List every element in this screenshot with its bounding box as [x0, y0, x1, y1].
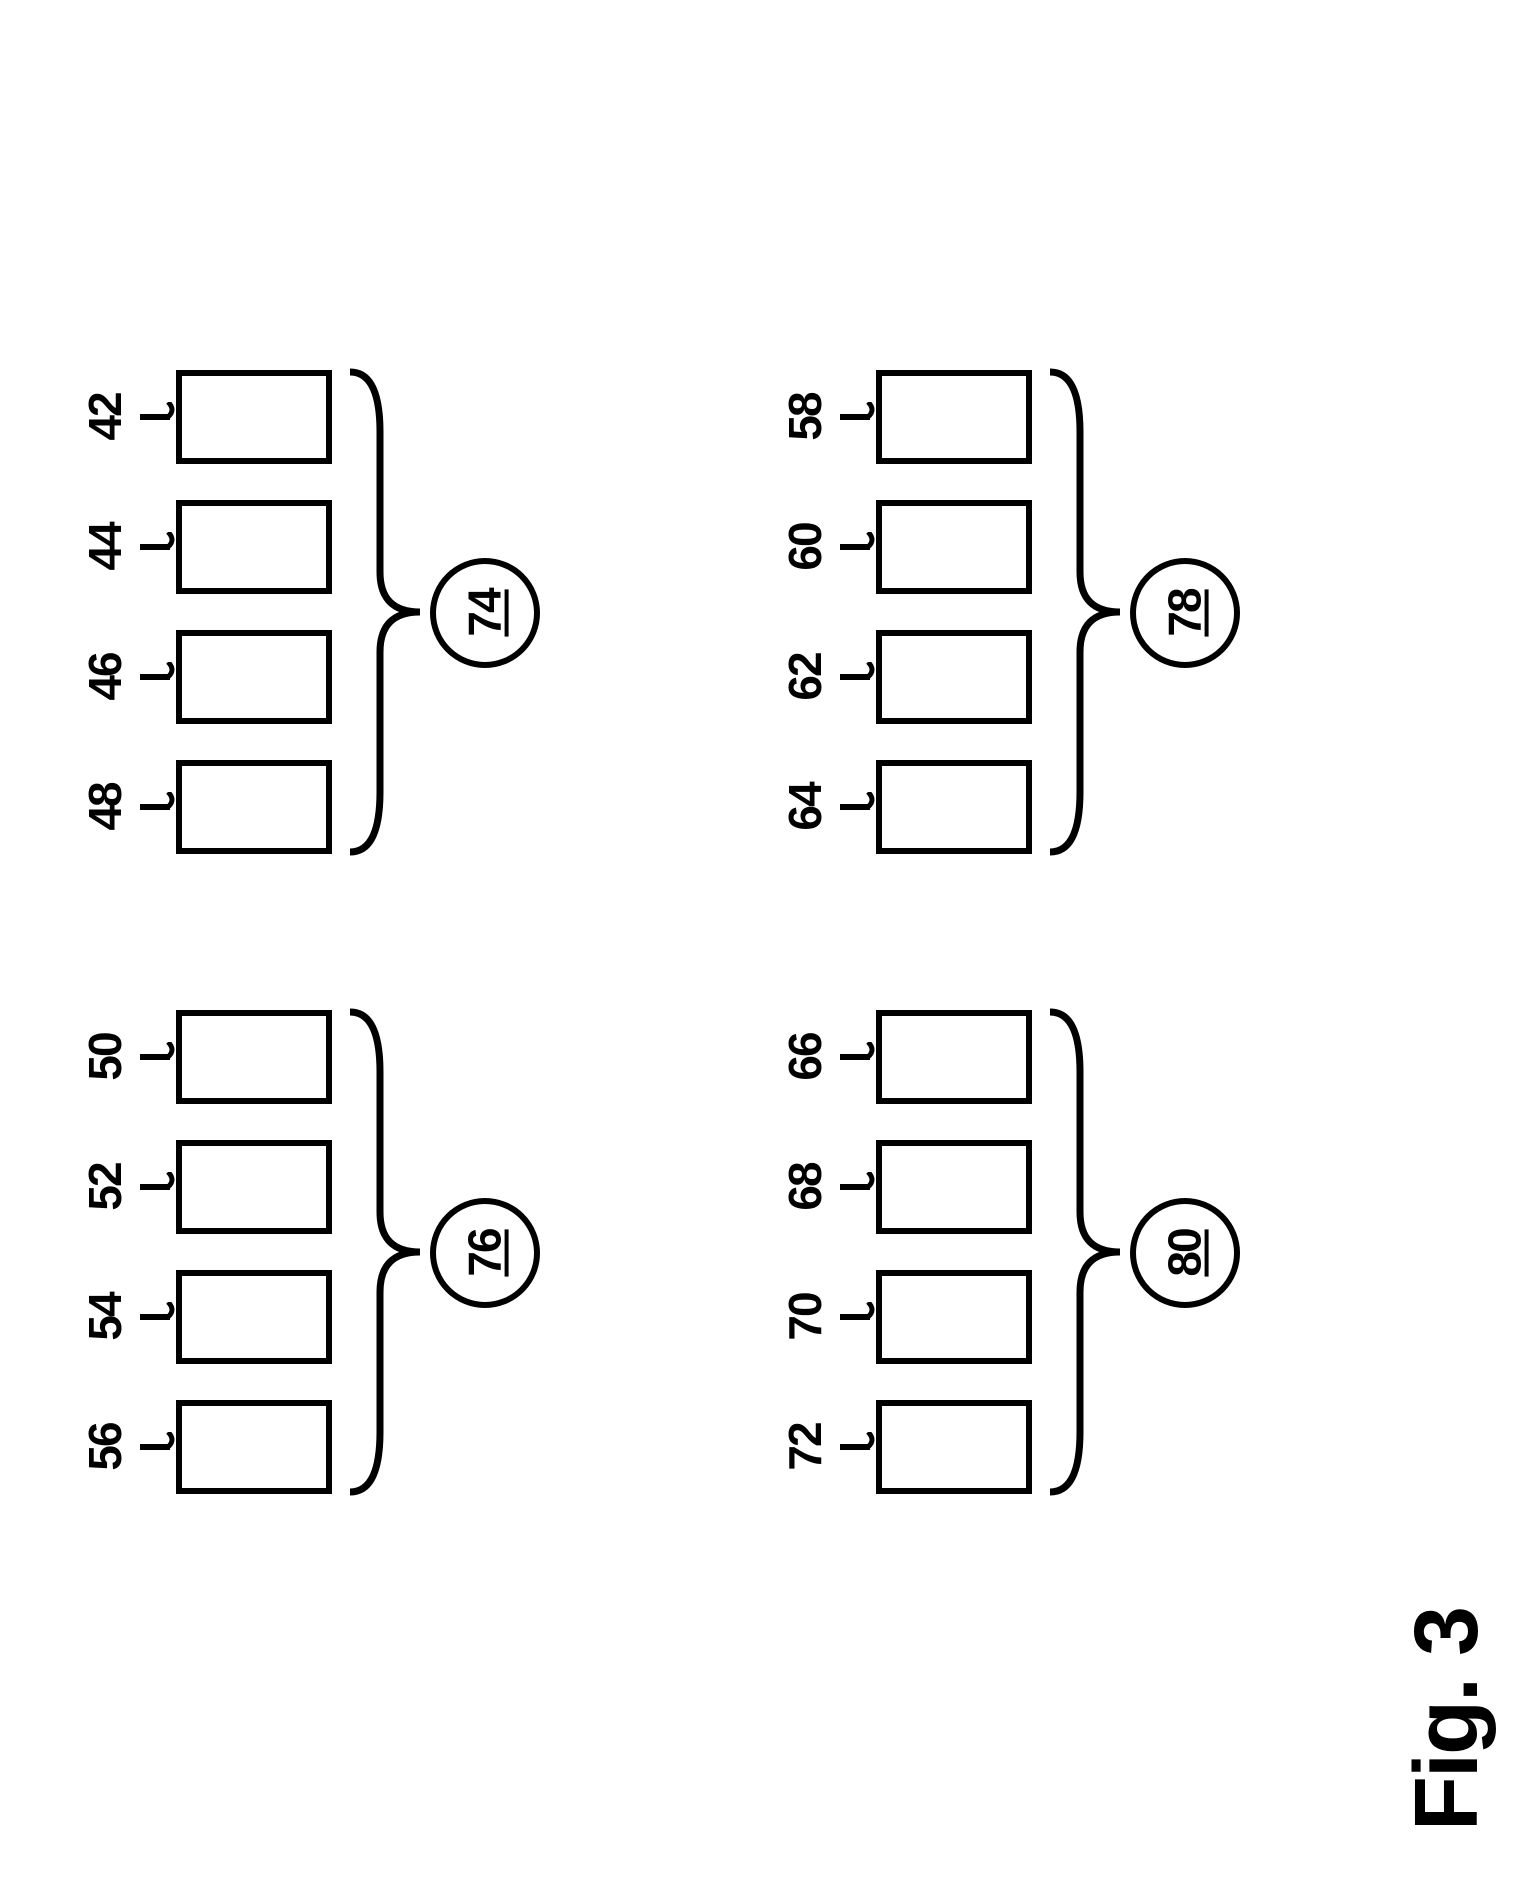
- box-label-48: 48: [78, 772, 132, 842]
- connector-line: [140, 1432, 176, 1462]
- box: [176, 630, 332, 724]
- box-row: 46: [70, 630, 332, 724]
- box-row: 68: [770, 1140, 1032, 1234]
- connector-line: [840, 1042, 876, 1072]
- box: [176, 370, 332, 464]
- connector-line: [840, 1432, 876, 1462]
- circle-label-74: 74: [430, 558, 540, 668]
- box-label-68: 68: [778, 1152, 832, 1222]
- box: [876, 370, 1032, 464]
- box: [876, 1010, 1032, 1104]
- connector-line: [140, 402, 176, 432]
- box: [176, 1010, 332, 1104]
- box: [876, 1400, 1032, 1494]
- box-label-46: 46: [78, 642, 132, 712]
- box-row: 48: [70, 760, 332, 854]
- box: [176, 1270, 332, 1364]
- box-row: 54: [70, 1270, 332, 1364]
- connector-line: [840, 532, 876, 562]
- box: [876, 1270, 1032, 1364]
- connector-line: [840, 662, 876, 692]
- circle-text: 74: [458, 589, 512, 636]
- diagram-page: 42 44 46 48 74 50: [0, 0, 1529, 1891]
- box-label-72: 72: [778, 1412, 832, 1482]
- figure-label: Fig. 3: [1396, 1608, 1499, 1831]
- connector-line: [840, 1172, 876, 1202]
- box-row: 42: [70, 370, 332, 464]
- box: [876, 1140, 1032, 1234]
- brace: [340, 1002, 430, 1502]
- connector-line: [140, 792, 176, 822]
- connector-line: [140, 1172, 176, 1202]
- circle-label-76: 76: [430, 1198, 540, 1308]
- connector-line: [840, 792, 876, 822]
- box: [176, 500, 332, 594]
- connector-line: [140, 1302, 176, 1332]
- box-row: 62: [770, 630, 1032, 724]
- brace: [1040, 1002, 1130, 1502]
- box: [176, 760, 332, 854]
- box-row: 70: [770, 1270, 1032, 1364]
- connector-line: [140, 1042, 176, 1072]
- box: [176, 1400, 332, 1494]
- brace: [340, 362, 430, 862]
- connector-line: [840, 1302, 876, 1332]
- box-label-60: 60: [778, 512, 832, 582]
- box: [876, 500, 1032, 594]
- connector-line: [140, 532, 176, 562]
- circle-text: 80: [1158, 1229, 1212, 1276]
- circle-label-78: 78: [1130, 558, 1240, 668]
- box-row: 58: [770, 370, 1032, 464]
- box: [876, 760, 1032, 854]
- box: [176, 1140, 332, 1234]
- box-row: 44: [70, 500, 332, 594]
- box-label-42: 42: [78, 382, 132, 452]
- box-row: 64: [770, 760, 1032, 854]
- box-label-44: 44: [78, 512, 132, 582]
- box-label-62: 62: [778, 642, 832, 712]
- box-label-58: 58: [778, 382, 832, 452]
- box-row: 50: [70, 1010, 332, 1104]
- box-row: 56: [70, 1400, 332, 1494]
- box-label-56: 56: [78, 1412, 132, 1482]
- circle-label-80: 80: [1130, 1198, 1240, 1308]
- box-row: 66: [770, 1010, 1032, 1104]
- box-label-70: 70: [778, 1282, 832, 1352]
- box-row: 60: [770, 500, 1032, 594]
- brace: [1040, 362, 1130, 862]
- circle-text: 76: [458, 1229, 512, 1276]
- connector-line: [140, 662, 176, 692]
- box-label-64: 64: [778, 772, 832, 842]
- box-label-50: 50: [78, 1022, 132, 1092]
- box-label-66: 66: [778, 1022, 832, 1092]
- connector-line: [840, 402, 876, 432]
- box-row: 52: [70, 1140, 332, 1234]
- box: [876, 630, 1032, 724]
- circle-text: 78: [1158, 589, 1212, 636]
- box-row: 72: [770, 1400, 1032, 1494]
- box-label-54: 54: [78, 1282, 132, 1352]
- box-label-52: 52: [78, 1152, 132, 1222]
